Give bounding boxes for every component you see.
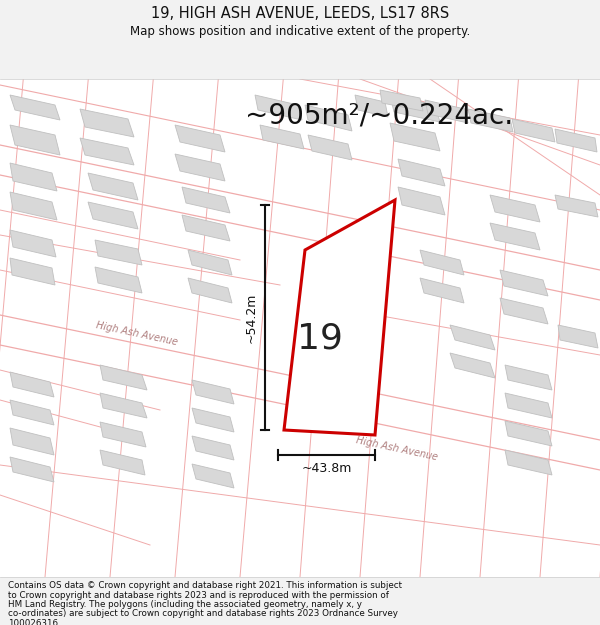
Text: High Ash Avenue: High Ash Avenue (355, 435, 439, 462)
Polygon shape (10, 125, 60, 155)
Polygon shape (490, 223, 540, 250)
Polygon shape (182, 215, 230, 241)
Text: ~54.2m: ~54.2m (245, 292, 257, 342)
Polygon shape (512, 119, 555, 142)
Polygon shape (255, 95, 302, 120)
Polygon shape (188, 278, 232, 303)
Polygon shape (505, 365, 552, 390)
Polygon shape (425, 100, 468, 123)
Polygon shape (192, 436, 234, 460)
Polygon shape (450, 325, 495, 350)
Polygon shape (192, 464, 234, 488)
Polygon shape (80, 138, 134, 165)
Polygon shape (95, 267, 142, 293)
Polygon shape (380, 90, 423, 111)
Polygon shape (355, 95, 388, 117)
Polygon shape (10, 95, 60, 120)
Polygon shape (100, 422, 146, 447)
Polygon shape (398, 187, 445, 215)
Polygon shape (490, 195, 540, 222)
Text: 19: 19 (297, 322, 343, 356)
Polygon shape (390, 123, 440, 151)
Polygon shape (505, 450, 552, 475)
Bar (0, 79, 600, 577)
Polygon shape (558, 325, 598, 348)
Polygon shape (192, 380, 234, 404)
Text: HM Land Registry. The polygons (including the associated geometry, namely x, y: HM Land Registry. The polygons (includin… (8, 600, 362, 609)
Polygon shape (175, 154, 225, 181)
Text: High Ash Avenue: High Ash Avenue (95, 320, 179, 347)
Polygon shape (100, 450, 145, 475)
Text: co-ordinates) are subject to Crown copyright and database rights 2023 Ordnance S: co-ordinates) are subject to Crown copyr… (8, 609, 398, 619)
Polygon shape (450, 353, 495, 378)
Polygon shape (88, 173, 138, 200)
Text: Map shows position and indicative extent of the property.: Map shows position and indicative extent… (130, 24, 470, 38)
Polygon shape (500, 270, 548, 296)
Polygon shape (260, 125, 304, 149)
Text: 100026316.: 100026316. (8, 619, 61, 625)
Text: ~905m²/~0.224ac.: ~905m²/~0.224ac. (245, 101, 513, 129)
Polygon shape (10, 163, 57, 191)
Polygon shape (10, 428, 54, 455)
Polygon shape (468, 109, 513, 132)
Polygon shape (88, 202, 138, 229)
Bar (0, 577, 600, 625)
Polygon shape (182, 187, 230, 213)
Polygon shape (192, 408, 234, 432)
Polygon shape (420, 278, 464, 303)
Text: ~43.8m: ~43.8m (301, 462, 352, 476)
Polygon shape (555, 129, 597, 152)
Polygon shape (100, 393, 147, 418)
Polygon shape (505, 393, 552, 418)
Polygon shape (175, 125, 225, 152)
Polygon shape (284, 200, 395, 435)
Polygon shape (555, 195, 598, 217)
Text: to Crown copyright and database rights 2023 and is reproduced with the permissio: to Crown copyright and database rights 2… (8, 591, 389, 599)
Polygon shape (95, 240, 142, 265)
Polygon shape (398, 159, 445, 186)
Polygon shape (188, 250, 232, 275)
Polygon shape (305, 105, 352, 131)
Polygon shape (390, 95, 440, 122)
Text: Contains OS data © Crown copyright and database right 2021. This information is : Contains OS data © Crown copyright and d… (8, 581, 402, 590)
Polygon shape (10, 258, 55, 285)
Text: 19, HIGH ASH AVENUE, LEEDS, LS17 8RS: 19, HIGH ASH AVENUE, LEEDS, LS17 8RS (151, 6, 449, 21)
Polygon shape (420, 250, 464, 275)
Polygon shape (10, 400, 54, 425)
Polygon shape (10, 192, 57, 220)
Bar (0, 0, 600, 79)
Polygon shape (80, 109, 134, 137)
Polygon shape (10, 230, 56, 257)
Polygon shape (100, 365, 147, 390)
Polygon shape (505, 421, 552, 446)
Polygon shape (500, 298, 548, 324)
Polygon shape (308, 135, 352, 160)
Polygon shape (10, 457, 54, 482)
Polygon shape (10, 372, 54, 397)
